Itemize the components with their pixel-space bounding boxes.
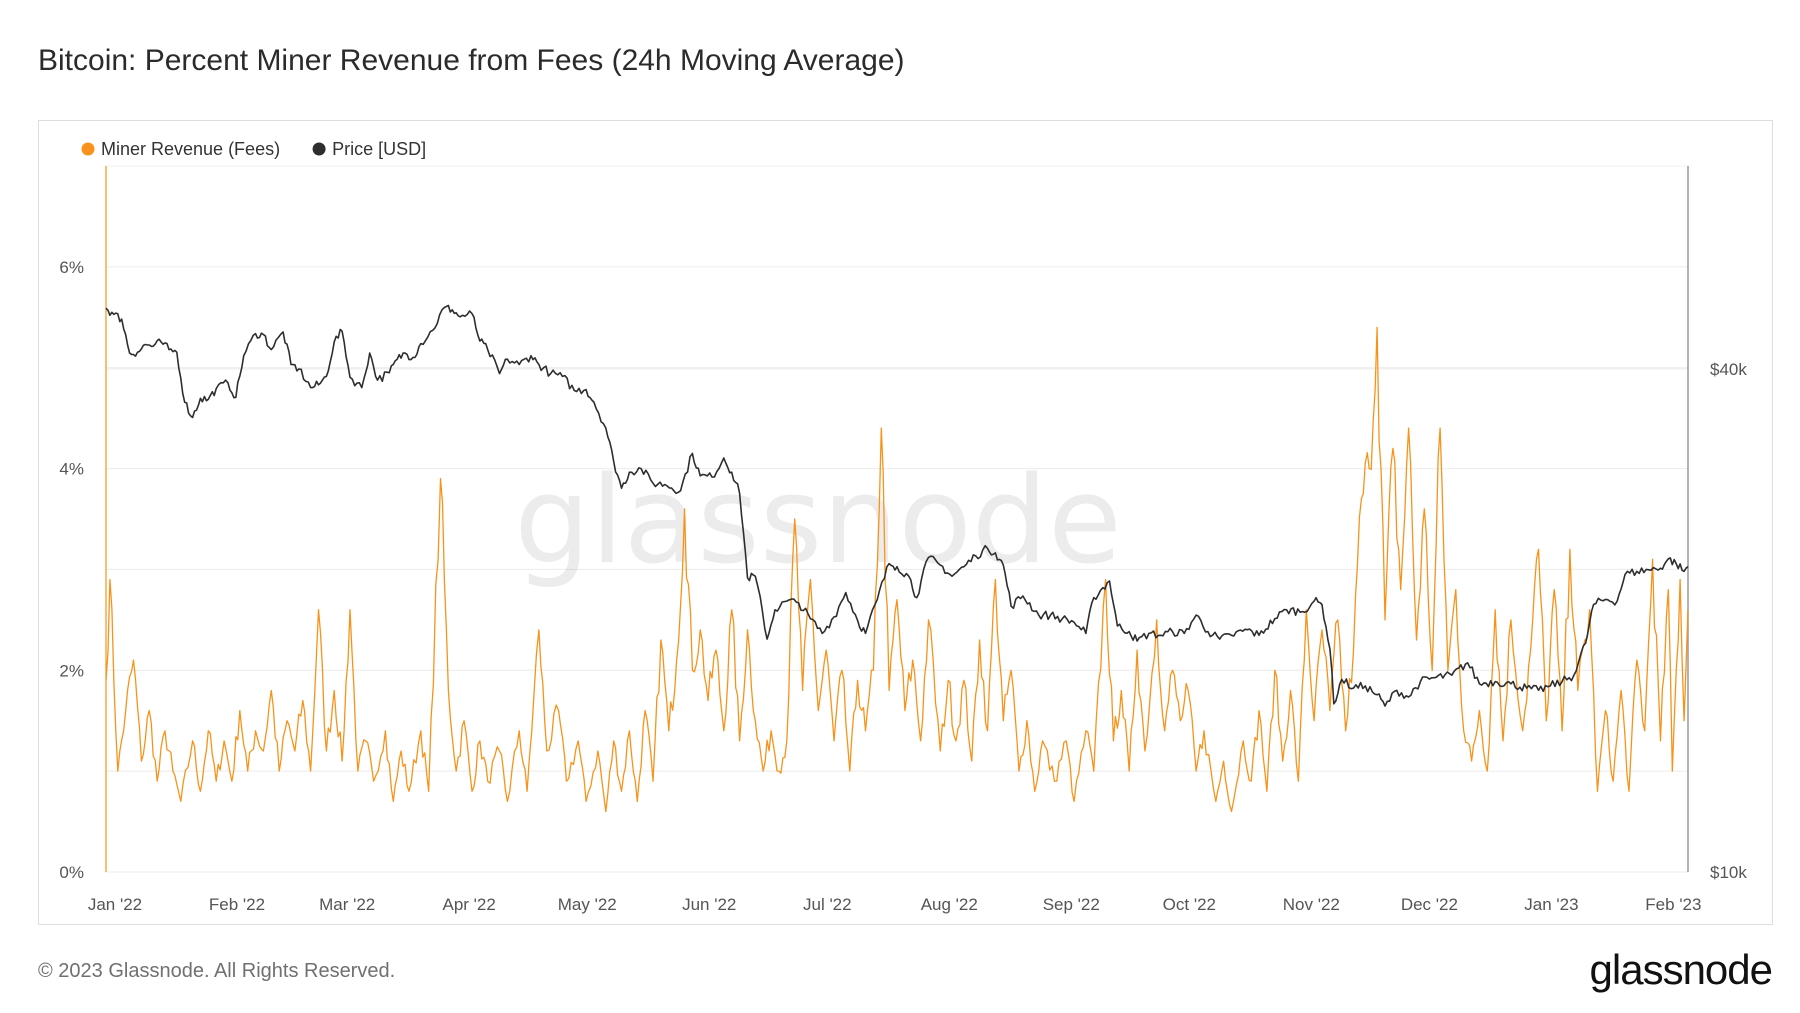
legend-label: Price [USD] <box>332 139 426 159</box>
x-tick-label: Apr '22 <box>443 895 496 914</box>
legend-marker <box>81 142 95 156</box>
x-tick-label: Sep '22 <box>1043 895 1100 914</box>
axes: 0% 2% 4% 6% $10k $40k Jan '22 Feb '22 Mar '22 Apr… <box>59 166 1747 914</box>
watermark: glassnode <box>514 452 1122 591</box>
y-left-tick-label: 6% <box>59 258 84 277</box>
fees-series-line <box>105 326 1689 813</box>
x-tick-label: Jul '22 <box>803 895 852 914</box>
legend-item[interactable]: Miner Revenue (Fees) <box>81 139 281 159</box>
y-left-tick-label: 4% <box>59 460 84 479</box>
x-tick-label: Mar '22 <box>319 895 375 914</box>
copyright-footer: © 2023 Glassnode. All Rights Reserved. <box>38 960 396 982</box>
brand-logo[interactable]: glassnode <box>1589 946 1773 993</box>
y-right-tick-label: $40k <box>1710 360 1747 379</box>
x-tick-label: Jan '23 <box>1524 895 1578 914</box>
x-tick-label: Jun '22 <box>682 895 736 914</box>
price-series-line <box>105 304 1689 707</box>
y-left-tick-label: 2% <box>59 661 84 680</box>
chart-title: Bitcoin: Percent Miner Revenue from Fees… <box>38 44 905 77</box>
x-tick-label: May '22 <box>558 895 617 914</box>
x-tick-label: Oct '22 <box>1163 895 1216 914</box>
x-tick-label: Nov '22 <box>1283 895 1340 914</box>
chart-frame <box>38 120 1773 925</box>
x-tick-label: Aug '22 <box>921 895 978 914</box>
x-tick-label: Jan '22 <box>88 895 142 914</box>
y-left-tick-label: 0% <box>59 863 84 882</box>
legend-label: Miner Revenue (Fees) <box>101 139 280 159</box>
y-right-tick-label: $10k <box>1710 863 1747 882</box>
legend-item[interactable]: Price [USD] <box>312 139 427 159</box>
x-tick-label: Dec '22 <box>1401 895 1458 914</box>
chart-legend: Miner Revenue (Fees) Price [USD] <box>81 139 427 159</box>
legend-marker <box>312 142 326 156</box>
x-tick-label: Feb '23 <box>1645 895 1701 914</box>
x-tick-label: Feb '22 <box>209 895 265 914</box>
series <box>105 166 1689 872</box>
